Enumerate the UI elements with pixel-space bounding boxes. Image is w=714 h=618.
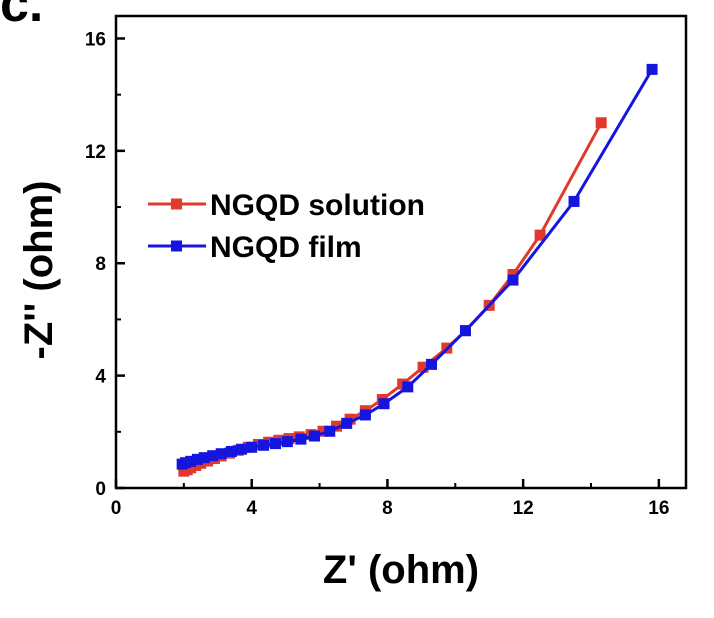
data-point-1-2 (185, 455, 197, 467)
legend-label-0: NGQD solution (210, 189, 425, 222)
data-point-1-4 (198, 452, 210, 464)
data-point-1-3 (191, 453, 203, 465)
x-tick-label-3: 12 (513, 498, 534, 519)
data-point-0-17 (317, 425, 329, 437)
data-point-1-6 (215, 448, 227, 460)
series-layer (176, 63, 658, 477)
data-point-1-13 (295, 433, 307, 445)
data-point-1-16 (341, 417, 353, 429)
data-point-0-29 (595, 117, 607, 129)
data-point-0-18 (331, 420, 343, 432)
y-tick-label-4: 16 (85, 29, 106, 50)
x-tick-label-4: 16 (648, 498, 669, 519)
data-point-1-19 (402, 381, 414, 393)
y-tick-label-1: 4 (95, 367, 106, 388)
data-point-1-11 (269, 438, 281, 450)
data-point-1-21 (459, 325, 471, 337)
plot-frame (114, 14, 688, 490)
data-point-1-12 (281, 436, 293, 448)
legend-label-1: NGQD film (210, 231, 362, 264)
data-point-1-15 (324, 425, 336, 437)
panel-label: c. (0, 0, 44, 33)
y-axis-title: -Z'' (ohm) (17, 181, 61, 360)
data-point-1-17 (359, 409, 371, 421)
data-point-1-5 (207, 450, 219, 462)
legend-marker-1 (171, 240, 182, 252)
legend: NGQD solution NGQD film (148, 189, 425, 264)
data-point-0-27 (507, 268, 519, 280)
y-tick-label-0: 0 (95, 479, 106, 500)
data-point-1-20 (426, 358, 438, 370)
legend-marker-0 (171, 198, 182, 210)
x-tick-label-0: 0 (111, 498, 122, 519)
data-point-0-28 (534, 229, 546, 241)
data-point-1-24 (646, 63, 658, 75)
x-tick-label-1: 4 (246, 498, 257, 519)
data-point-1-9 (246, 441, 258, 453)
data-point-1-7 (225, 445, 237, 457)
y-tick-label-2: 8 (95, 254, 106, 275)
series-line-1 (181, 68, 654, 466)
data-point-1-8 (236, 443, 248, 455)
x-axis-title: Z' (ohm) (323, 548, 479, 592)
series-0 (178, 117, 607, 477)
data-point-1-14 (308, 430, 320, 442)
data-point-0-23 (417, 361, 429, 373)
data-point-1-10 (258, 439, 270, 451)
series-1 (176, 63, 658, 470)
axis-ticks: 0 4 8 12 16 0 4 8 12 16 (85, 29, 670, 519)
series-line-0 (183, 122, 603, 473)
data-point-1-18 (378, 398, 390, 410)
x-tick-label-2: 8 (382, 498, 393, 519)
data-point-1-22 (507, 274, 519, 286)
data-point-1-23 (568, 195, 580, 207)
y-tick-label-3: 12 (85, 142, 106, 163)
